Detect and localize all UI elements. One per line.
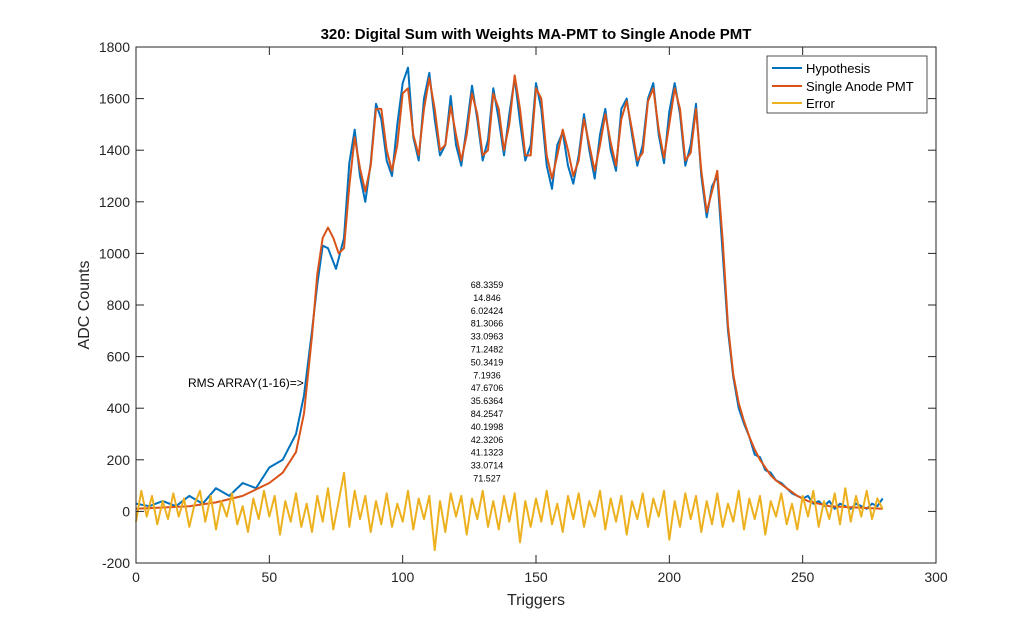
x-tick-label: 150 <box>524 569 548 585</box>
legend-label-hypothesis: Hypothesis <box>806 61 871 76</box>
rms-annotation: RMS ARRAY(1-16)=> <box>188 376 304 390</box>
rms-value: 84.2547 <box>471 409 504 419</box>
series-group <box>135 66 884 552</box>
y-tick-label: 1200 <box>99 194 130 210</box>
y-tick-label: -200 <box>102 555 130 571</box>
rms-value: 81.3066 <box>471 319 504 329</box>
y-tick-label: 1000 <box>99 245 130 261</box>
rms-value: 71.2482 <box>471 345 504 355</box>
rms-value: 41.1323 <box>471 448 504 458</box>
legend-label-single-anode: Single Anode PMT <box>806 79 914 94</box>
y-tick-label: 1600 <box>99 91 130 107</box>
x-axis-label: Triggers <box>507 592 565 609</box>
x-tick-label: 200 <box>658 569 682 585</box>
rms-value: 68.3359 <box>471 280 504 290</box>
rms-value: 14.846 <box>473 293 501 303</box>
y-tick-label: 1800 <box>99 39 130 55</box>
rms-value: 42.3206 <box>471 435 504 445</box>
series-line-single-anode-pmt <box>135 74 883 510</box>
y-tick-label: 400 <box>107 400 131 416</box>
rms-value: 33.0714 <box>471 461 504 471</box>
rms-values: 68.3359 14.846 6.02424 81.3066 33.0963 71.248… <box>471 280 504 484</box>
y-tick-label: 600 <box>107 349 131 365</box>
x-tick-label: 300 <box>924 569 948 585</box>
legend: Hypothesis Single Anode PMT Error <box>766 55 928 114</box>
rms-value: 40.1998 <box>471 422 504 432</box>
x-tick-label: 100 <box>391 569 415 585</box>
x-axis: 0 50 100 150 200 250 300 <box>132 47 948 585</box>
rms-value: 50.3419 <box>471 357 504 367</box>
x-tick-label: 50 <box>262 569 278 585</box>
rms-value: 33.0963 <box>471 332 504 342</box>
legend-label-error: Error <box>806 96 836 111</box>
y-tick-label: 800 <box>107 297 131 313</box>
series-line-error <box>135 471 884 552</box>
y-tick-label: 200 <box>107 452 131 468</box>
x-tick-label: 250 <box>791 569 815 585</box>
rms-value: 71.527 <box>473 474 501 484</box>
rms-value: 6.02424 <box>471 306 504 316</box>
y-tick-label: 0 <box>122 503 130 519</box>
y-tick-label: 1400 <box>99 142 130 158</box>
chart-title: 320: Digital Sum with Weights MA-PMT to … <box>321 26 752 43</box>
x-tick-label: 0 <box>132 569 140 585</box>
rms-value: 35.6364 <box>471 396 504 406</box>
rms-value: 7.1936 <box>473 370 501 380</box>
y-axis-label: ADC Counts <box>76 261 93 350</box>
y-axis: -200 0 200 400 600 800 1000 1200 1400 1600 1800 <box>99 39 936 571</box>
rms-value: 47.6706 <box>471 383 504 393</box>
plot-area <box>136 47 936 563</box>
